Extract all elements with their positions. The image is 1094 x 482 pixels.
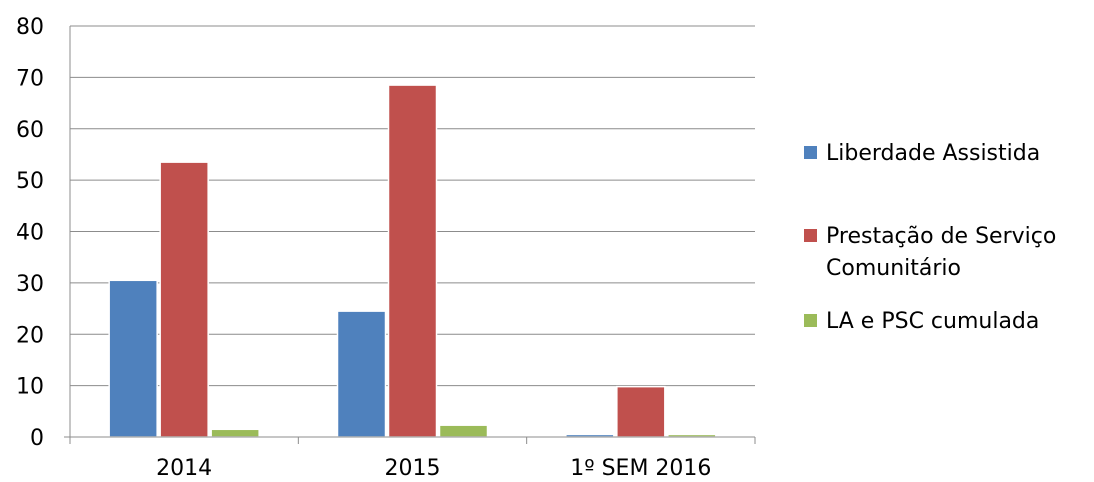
bars [108, 84, 717, 438]
bar [387, 84, 438, 438]
legend-label: Liberdade Assistida [826, 141, 1040, 166]
legend-label: LA e PSC cumulada [826, 309, 1039, 334]
y-tick-label: 0 [30, 426, 44, 451]
y-axis-tick-labels: 0 10 20 30 40 50 60 70 80 [16, 15, 44, 451]
bar [159, 161, 209, 438]
axes [64, 26, 756, 444]
y-tick-label: 70 [16, 66, 44, 91]
y-tick-label: 50 [16, 169, 44, 194]
legend-item: Liberdade Assistida [804, 141, 1040, 166]
bar [438, 424, 489, 438]
x-tick-label: 2015 [385, 456, 441, 481]
legend-item: LA e PSC cumulada [804, 309, 1039, 334]
legend-swatch [804, 229, 817, 242]
y-tick-label: 60 [16, 118, 44, 143]
y-tick-label: 10 [16, 375, 44, 400]
y-tick-label: 40 [16, 221, 44, 246]
y-tick-label: 30 [16, 272, 44, 297]
x-tick-label: 2014 [156, 456, 212, 481]
y-tick-label: 20 [16, 323, 44, 348]
bar [336, 310, 387, 438]
x-axis-tick-labels: 2014 2015 1º SEM 2016 [156, 456, 711, 481]
legend-label: Prestação de Serviço [826, 224, 1056, 249]
legend: Liberdade Assistida Prestação de Serviço C… [804, 141, 1056, 334]
bar [616, 385, 666, 438]
legend-swatch [804, 146, 817, 159]
y-tick-label: 80 [16, 15, 44, 40]
bar [210, 428, 260, 438]
bar [108, 279, 158, 438]
legend-item: Prestação de Serviço Comunitário [804, 224, 1056, 281]
legend-swatch [804, 314, 817, 327]
legend-label: Comunitário [826, 256, 961, 281]
x-tick-label: 1º SEM 2016 [570, 456, 711, 481]
